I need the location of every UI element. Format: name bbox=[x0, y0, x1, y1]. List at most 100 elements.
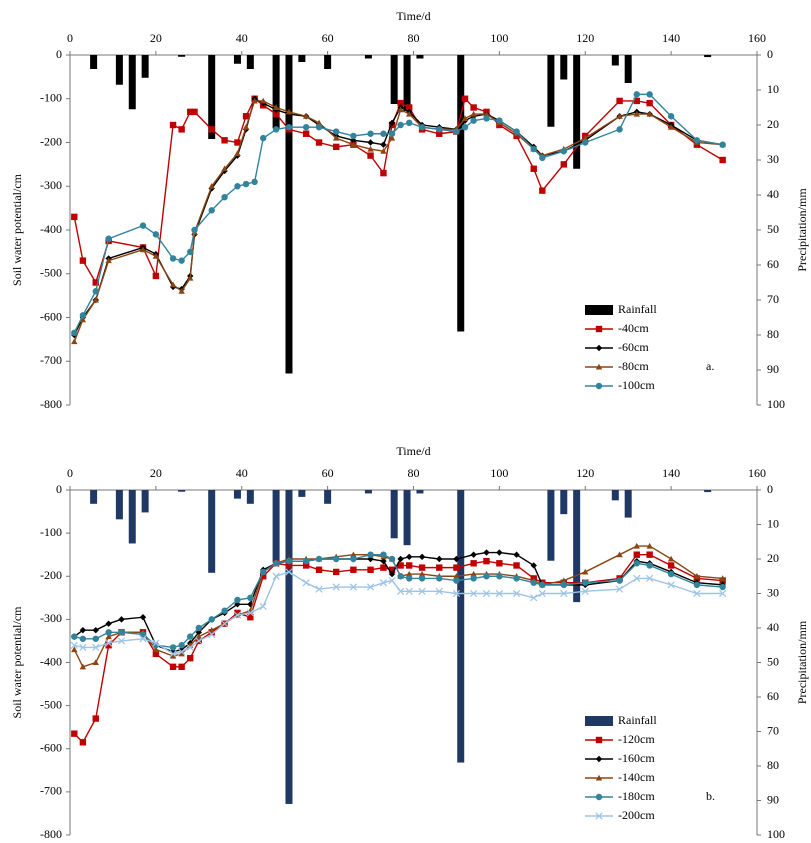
rain-bar bbox=[178, 55, 186, 57]
series-marker bbox=[616, 126, 623, 133]
series-marker bbox=[272, 104, 280, 111]
series-marker bbox=[187, 248, 194, 256]
series-marker bbox=[105, 620, 112, 627]
series-marker bbox=[530, 594, 538, 602]
series-marker bbox=[436, 555, 443, 563]
series-marker bbox=[418, 575, 426, 582]
series-marker bbox=[208, 207, 215, 214]
rain-bar bbox=[403, 55, 411, 111]
series-marker bbox=[272, 560, 280, 567]
x-tick-label: 60 bbox=[322, 31, 334, 45]
rain-bar bbox=[416, 490, 424, 494]
y-tick-label: -400 bbox=[40, 654, 62, 668]
series-marker bbox=[79, 257, 87, 264]
series-marker bbox=[70, 641, 78, 649]
series-marker bbox=[396, 587, 405, 595]
series-marker bbox=[79, 635, 87, 642]
series-marker bbox=[582, 568, 589, 575]
series-marker bbox=[259, 602, 267, 611]
series-marker bbox=[92, 296, 99, 303]
x-tick-label: 100 bbox=[490, 466, 508, 480]
series-marker bbox=[646, 551, 653, 558]
rain-bar bbox=[611, 55, 619, 66]
series-marker bbox=[418, 587, 426, 595]
series-marker bbox=[646, 574, 654, 583]
legend-marker bbox=[595, 755, 603, 763]
series-marker bbox=[470, 570, 477, 577]
x-tick-label: 20 bbox=[150, 31, 162, 45]
legend-label: Rainfall bbox=[618, 302, 657, 316]
series-marker bbox=[388, 555, 396, 563]
series-marker bbox=[221, 165, 228, 172]
series-marker bbox=[71, 213, 78, 221]
rain-bar bbox=[90, 55, 98, 69]
series-marker bbox=[302, 579, 310, 587]
series-marker bbox=[350, 555, 357, 563]
y2-tick-label: 40 bbox=[767, 620, 779, 634]
rain-bar bbox=[233, 55, 241, 64]
series-marker bbox=[187, 108, 194, 116]
series-marker bbox=[380, 130, 387, 137]
series-marker bbox=[470, 117, 477, 124]
series-marker bbox=[333, 555, 340, 563]
rain-bar bbox=[364, 490, 372, 494]
series-marker bbox=[208, 626, 215, 633]
series-marker bbox=[195, 637, 203, 645]
series-marker bbox=[221, 607, 228, 614]
legend-swatch bbox=[585, 716, 613, 726]
series-marker bbox=[633, 551, 640, 558]
series-marker bbox=[388, 134, 396, 141]
series-marker bbox=[512, 589, 521, 598]
series-marker bbox=[285, 123, 293, 131]
series-marker bbox=[530, 165, 537, 172]
y-axis-title: Soil water potential/cm bbox=[10, 606, 24, 719]
y2-tick-label: 50 bbox=[767, 654, 779, 668]
series-marker bbox=[380, 557, 387, 565]
rain-bar bbox=[178, 490, 186, 492]
series-marker bbox=[139, 635, 147, 643]
rain-bar bbox=[416, 55, 424, 59]
series-marker bbox=[461, 123, 469, 131]
series-marker bbox=[418, 123, 426, 131]
series-marker bbox=[406, 575, 413, 582]
rain-bar bbox=[246, 55, 254, 69]
series-marker bbox=[152, 639, 160, 647]
series-marker bbox=[366, 583, 375, 591]
rain-bar bbox=[624, 490, 632, 518]
legend-label: -140cm bbox=[618, 770, 655, 784]
x-tick-label: 80 bbox=[408, 31, 420, 45]
series-marker bbox=[117, 637, 126, 645]
series-marker bbox=[349, 583, 358, 591]
series-marker bbox=[333, 568, 340, 576]
series-marker bbox=[406, 104, 413, 111]
series-marker bbox=[315, 119, 323, 126]
x-tick-label: 40 bbox=[236, 466, 248, 480]
x-tick-label: 20 bbox=[150, 466, 162, 480]
series-marker bbox=[719, 156, 726, 164]
series-marker bbox=[118, 616, 125, 623]
series-marker bbox=[105, 629, 112, 636]
series-marker bbox=[302, 123, 310, 131]
series-marker bbox=[139, 614, 147, 621]
series-marker bbox=[187, 633, 194, 640]
series-marker bbox=[118, 629, 125, 636]
series-marker bbox=[169, 663, 177, 671]
series-marker bbox=[646, 91, 653, 98]
series-marker bbox=[105, 633, 112, 640]
rain-bar bbox=[573, 490, 581, 603]
legend-swatch bbox=[585, 305, 613, 315]
rain-bar bbox=[390, 55, 398, 104]
series-marker bbox=[582, 139, 589, 146]
series-marker bbox=[461, 115, 469, 121]
rain-bar bbox=[324, 490, 332, 504]
y-tick-label: 0 bbox=[56, 47, 62, 61]
legend-marker bbox=[595, 382, 603, 390]
series-marker bbox=[79, 626, 87, 634]
series-marker bbox=[169, 255, 177, 262]
series-marker bbox=[350, 132, 357, 140]
series-marker bbox=[435, 587, 443, 595]
panel-annotation: b. bbox=[706, 789, 715, 803]
y-tick-label: -700 bbox=[40, 784, 62, 798]
series-marker bbox=[350, 566, 357, 573]
series-marker bbox=[560, 148, 567, 155]
